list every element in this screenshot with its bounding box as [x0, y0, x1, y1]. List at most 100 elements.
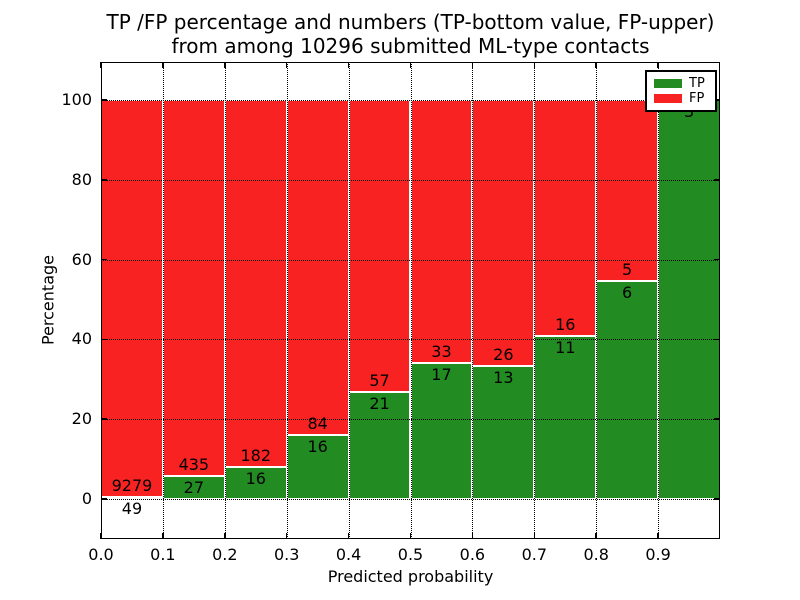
tp-count-label: 6: [622, 283, 633, 303]
y-tick-label: 80: [71, 169, 92, 189]
tp-count-label: 17: [431, 365, 452, 385]
x-tick-mark: [595, 533, 597, 539]
tp-count-label: 13: [493, 368, 514, 387]
x-tick-mark-top: [224, 62, 226, 68]
tp-bar-segment: [658, 100, 720, 499]
x-tick-mark: [285, 533, 288, 539]
x-tick-label: 0.1: [150, 545, 176, 564]
v-gridline: [472, 62, 474, 539]
legend-label: TP: [689, 76, 705, 91]
x-tick-label: 0.7: [521, 545, 548, 564]
v-gridline: [410, 62, 412, 539]
x-tick-label: 0.4: [335, 545, 362, 564]
y-tick-label: 20: [71, 409, 92, 429]
x-tick-mark: [533, 533, 536, 539]
x-tick-label: 0.8: [583, 545, 609, 564]
fp-count-label: 435: [178, 454, 210, 474]
x-axis-label: Predicted probability: [327, 567, 494, 586]
y-tick-mark: [101, 498, 107, 500]
fp-bar-segment: [348, 100, 411, 392]
tp-count-label: 49: [121, 498, 143, 518]
legend-swatch-fp: [654, 94, 682, 103]
x-tick-mark-top: [162, 62, 164, 68]
y-tick-mark: [101, 99, 107, 101]
x-tick-mark: [347, 533, 350, 539]
v-gridline: [162, 62, 164, 539]
x-tick-mark: [162, 533, 164, 539]
x-tick-mark-top: [595, 62, 597, 68]
v-gridline: [348, 62, 350, 539]
tp-bar-segment: [410, 363, 473, 499]
fp-count-label: 5: [622, 260, 633, 280]
fp-bar-segment: [224, 100, 287, 467]
x-tick-label: 0.2: [212, 545, 238, 564]
fp-bar-segment: [472, 100, 535, 366]
v-gridline: [224, 62, 226, 539]
x-tick-mark: [224, 533, 226, 539]
y-tick-label: 40: [71, 329, 92, 349]
x-tick-mark-top: [657, 62, 659, 68]
fp-count-label: 26: [493, 345, 514, 364]
v-gridline: [286, 62, 288, 539]
x-tick-label: 0.6: [459, 545, 486, 564]
x-tick-mark: [100, 533, 102, 539]
chart-title-line2: from among 10296 submitted ML-type conta…: [171, 34, 650, 58]
legend-swatch-tp: [654, 79, 682, 88]
x-tick-label: 0.9: [645, 545, 671, 564]
v-gridline: [658, 62, 660, 539]
legend-item: TP: [654, 77, 708, 90]
y-tick-label: 60: [71, 249, 92, 269]
legend: TP FP: [645, 70, 717, 112]
legend-item: FP: [654, 92, 708, 105]
fp-bar-segment: [162, 100, 225, 476]
fp-count-label: 33: [431, 342, 452, 362]
x-tick-mark-top: [347, 62, 350, 68]
x-tick-label: 0.3: [273, 545, 300, 564]
v-gridline: [596, 62, 598, 539]
fp-bar-segment: [101, 100, 163, 497]
fp-count-label: 182: [240, 445, 272, 465]
fp-bar-segment: [596, 100, 659, 282]
y-tick-mark-right: [714, 338, 720, 341]
chart-title: TP /FP percentage and numbers (TP-bottom…: [101, 10, 720, 58]
y-tick-mark: [101, 179, 107, 181]
tp-count-label: 21: [369, 393, 390, 413]
y-tick-label: 100: [61, 90, 92, 109]
y-tick-mark-right: [714, 179, 720, 181]
fp-count-label: 84: [307, 414, 328, 434]
x-tick-mark: [409, 533, 412, 539]
tp-count-label: 27: [183, 477, 205, 497]
y-tick-mark: [101, 338, 107, 341]
fp-count-label: 57: [369, 370, 390, 390]
y-tick-label: 0: [81, 489, 92, 508]
x-tick-mark-top: [409, 62, 412, 68]
plot-area: 927949435271821684165721331726131611563 …: [100, 62, 720, 539]
x-tick-mark-top: [533, 62, 536, 68]
fp-bar-segment: [534, 100, 597, 337]
x-tick-label: 0.0: [88, 545, 114, 564]
y-tick-mark-right: [714, 498, 720, 500]
x-tick-mark: [471, 533, 474, 539]
y-tick-mark-right: [714, 418, 720, 420]
tp-bar-segment: [534, 336, 597, 499]
fp-count-label: 16: [555, 315, 576, 335]
legend-label: FP: [689, 91, 705, 106]
fp-bar-segment: [410, 100, 473, 364]
x-tick-mark: [657, 533, 659, 539]
tp-bar-segment: [596, 281, 659, 499]
chart-title-line1: TP /FP percentage and numbers (TP-bottom…: [106, 10, 715, 34]
tp-count-label: 16: [307, 437, 328, 457]
fp-bar-segment: [286, 100, 349, 436]
y-tick-mark: [101, 258, 107, 261]
x-tick-label: 0.5: [397, 545, 424, 564]
x-tick-mark-top: [471, 62, 474, 68]
x-tick-mark-top: [285, 62, 288, 68]
v-gridline: [534, 62, 536, 539]
x-tick-mark-top: [100, 62, 102, 68]
y-tick-mark: [101, 418, 107, 420]
y-tick-mark-right: [714, 99, 720, 101]
tp-count-label: 16: [245, 468, 266, 488]
y-tick-mark-right: [714, 258, 720, 261]
tp-count-label: 11: [555, 338, 576, 358]
